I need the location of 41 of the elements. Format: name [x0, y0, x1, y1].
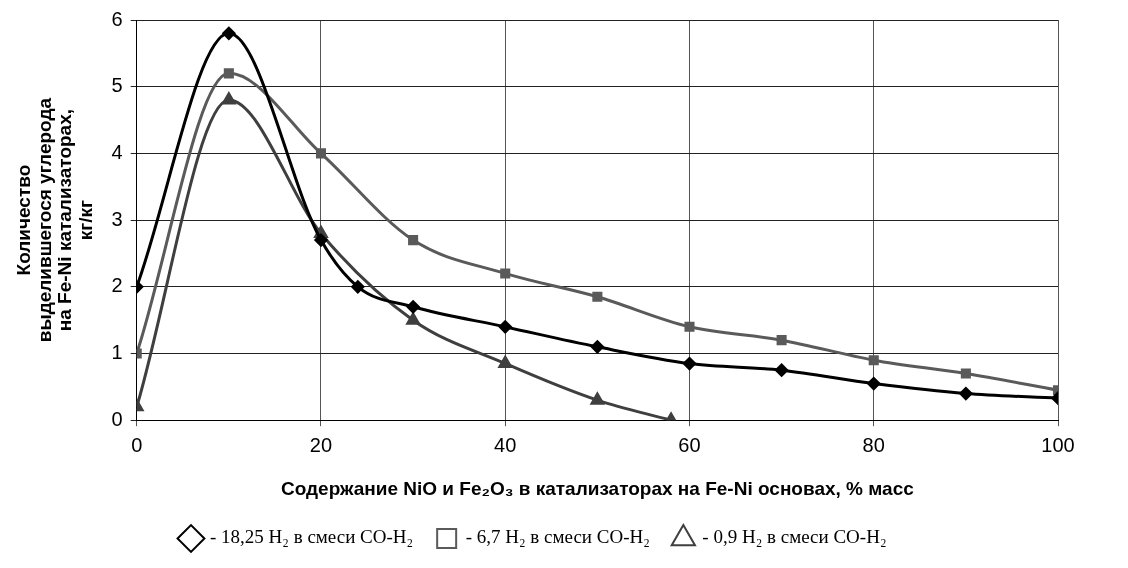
point — [776, 335, 787, 346]
x-tick-label: 60 — [678, 433, 701, 456]
point — [682, 357, 696, 371]
point — [406, 300, 420, 314]
point — [684, 321, 695, 332]
point — [351, 280, 365, 294]
x-tick-label: 40 — [494, 433, 517, 456]
point — [314, 233, 328, 247]
point — [590, 340, 604, 354]
y-axis-title: Количество выделившегося углерода на Fe-Ni катализаторах, кг/кг — [12, 97, 97, 343]
y-tick-label: 5 — [111, 74, 123, 97]
point — [498, 356, 512, 369]
point — [500, 268, 511, 279]
point — [592, 291, 603, 302]
point — [223, 68, 234, 79]
point — [406, 312, 420, 325]
x-axis-title: Содержание NiO и Fe₂O₃ в катализаторах на Fe-Ni основах, % масс — [280, 477, 915, 499]
point — [959, 387, 973, 401]
point — [590, 392, 605, 405]
point — [222, 92, 236, 105]
x-tick-label: 0 — [131, 433, 143, 456]
point — [867, 377, 881, 391]
y-tick-label: 6 — [111, 7, 123, 30]
legend-label: - 6,7 H₂ в смеси CO-H₂ — [465, 526, 650, 548]
legend-label: - 0,9 H₂ в смеси CO-H₂ — [702, 526, 887, 548]
point — [868, 355, 879, 366]
x-tick-label: 80 — [862, 433, 885, 456]
y-tick-label: 0 — [111, 407, 123, 430]
x-tick-label: 100 — [1041, 433, 1075, 456]
point — [498, 320, 512, 334]
point — [315, 148, 327, 159]
y-tick-label: 2 — [111, 274, 123, 297]
legend-label: - 18,25 H₂ в смеси CO-H₂ — [209, 526, 414, 548]
point — [408, 235, 419, 246]
point — [222, 26, 236, 40]
point — [960, 368, 971, 379]
y-tick-label: 3 — [111, 207, 123, 230]
y-tick-label: 1 — [111, 341, 123, 364]
x-tick-label: 20 — [309, 433, 333, 456]
point — [775, 363, 789, 377]
y-tick-label: 4 — [111, 140, 123, 163]
